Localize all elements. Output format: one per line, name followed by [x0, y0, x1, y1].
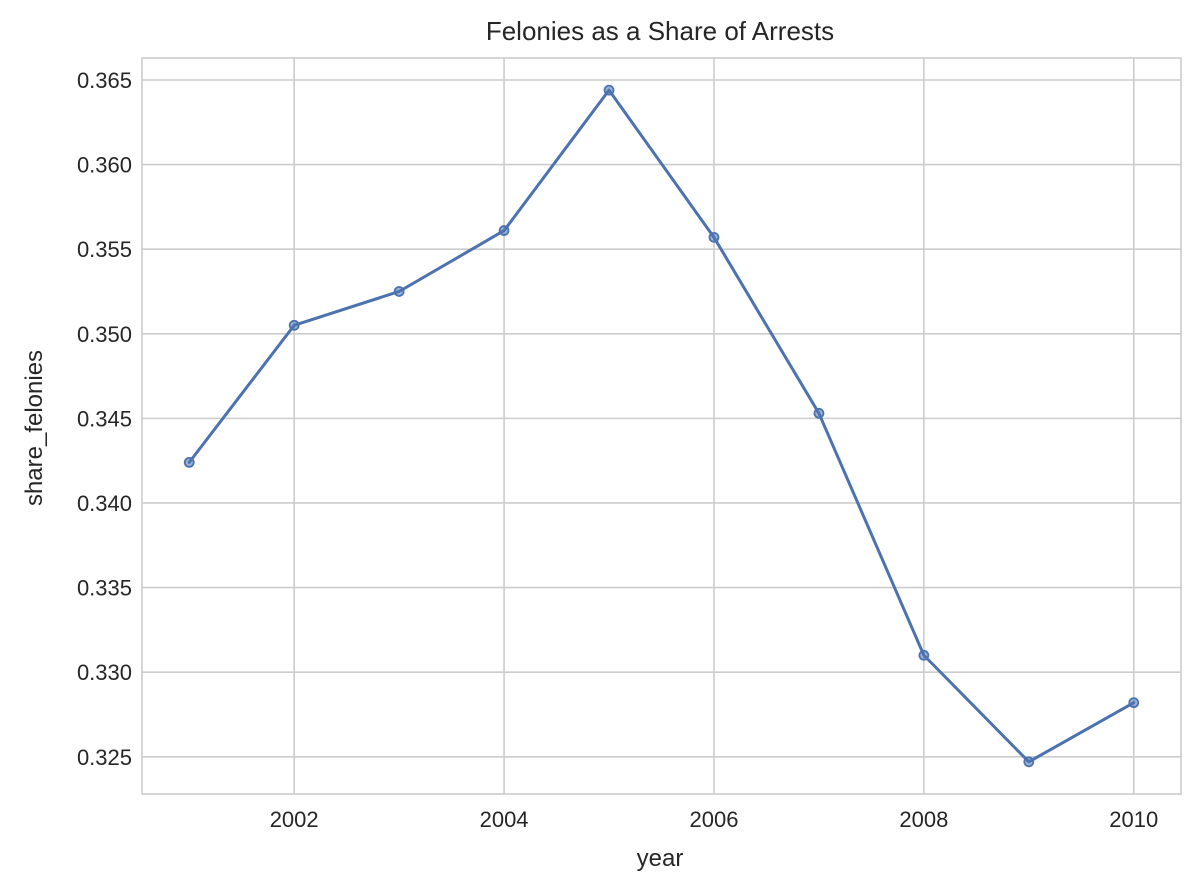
data-point: [288, 319, 300, 331]
data-point: [708, 231, 720, 243]
series-line: [187, 88, 1136, 764]
y-tick-label: 0.360: [77, 153, 132, 178]
y-tick-label: 0.350: [77, 322, 132, 347]
x-axis-label: year: [637, 845, 684, 872]
data-point: [1023, 756, 1035, 768]
data-point: [1128, 697, 1140, 709]
y-tick-label: 0.345: [77, 406, 132, 431]
x-axis-ticks: 2002 2004 2006 2008 2010: [270, 807, 1159, 832]
x-tick-label: 2008: [899, 807, 948, 832]
data-point: [603, 84, 615, 96]
y-tick-label: 0.330: [77, 660, 132, 685]
y-tick-label: 0.340: [77, 491, 132, 516]
y-axis-ticks: 0.325 0.330 0.335 0.340 0.345 0.350 0.355 0.360…: [77, 68, 132, 770]
gridlines: [142, 58, 1181, 794]
x-tick-label: 2002: [270, 807, 319, 832]
series: [183, 84, 1140, 768]
chart-title: Felonies as a Share of Arrests: [486, 16, 834, 46]
data-point: [498, 225, 510, 236]
x-tick-label: 2006: [689, 807, 738, 832]
data-point: [393, 286, 405, 297]
y-axis-label: share_felonies: [21, 350, 48, 506]
data-point: [918, 649, 930, 661]
x-tick-label: 2004: [480, 807, 529, 832]
data-point: [813, 407, 825, 419]
plot-area: [141, 57, 1182, 795]
x-tick-label: 2010: [1109, 807, 1158, 832]
y-tick-label: 0.325: [77, 745, 132, 770]
y-tick-label: 0.335: [77, 576, 132, 601]
data-point: [183, 456, 195, 468]
y-tick-label: 0.355: [77, 237, 132, 262]
y-tick-label: 0.365: [77, 68, 132, 93]
